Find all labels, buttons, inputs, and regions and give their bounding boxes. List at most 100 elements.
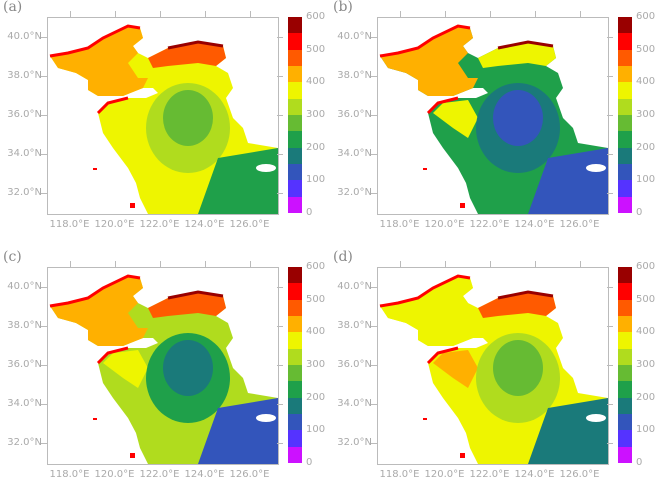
lat-tick <box>371 365 377 366</box>
lon-tick-label: 124.0°E <box>514 469 555 480</box>
colorbar-label: 200 <box>306 391 326 403</box>
lon-tick <box>579 261 581 267</box>
colorbar-label: 400 <box>636 76 656 88</box>
lat-tick <box>371 193 377 195</box>
colorbar <box>288 267 302 463</box>
lat-tick <box>277 36 283 38</box>
lon-tick <box>489 11 491 17</box>
lon-tick <box>579 11 581 17</box>
colorbar-label: 500 <box>636 293 656 305</box>
map-plot <box>377 267 609 465</box>
colorbar-label: 400 <box>636 326 656 338</box>
lon-tick <box>444 261 446 267</box>
lon-tick <box>399 261 401 267</box>
lat-tick <box>277 325 283 327</box>
lat-tick-label: 36.0°N <box>337 109 372 120</box>
colorbar-label: 300 <box>636 109 656 120</box>
lat-tick <box>41 193 47 195</box>
lat-tick <box>607 286 613 288</box>
lat-tick <box>371 404 377 406</box>
lat-tick-label: 36.0°N <box>7 109 42 120</box>
colorbar-label: 500 <box>306 43 326 55</box>
lat-tick <box>277 404 283 406</box>
lon-tick-label: 120.0°E <box>94 219 135 230</box>
lon-tick <box>444 11 446 17</box>
lat-tick-label: 32.0°N <box>7 187 42 199</box>
lat-tick <box>607 193 613 195</box>
lon-tick-label: 118.0°E <box>49 469 90 480</box>
lon-tick <box>159 11 161 17</box>
lon-tick-label: 124.0°E <box>514 219 555 230</box>
lon-tick-label: 122.0°E <box>469 219 510 230</box>
lon-tick-label: 118.0°E <box>379 219 420 230</box>
lat-tick-label: 36.0°N <box>7 359 42 370</box>
colorbar-label: 0 <box>306 207 313 218</box>
lat-tick <box>607 115 613 116</box>
colorbar-label: 200 <box>636 141 656 153</box>
map-panel-c: (c) 40.0°N 38.0°N 36.0°N 34.0°N 32.0°N 118.0°… <box>0 249 330 492</box>
colorbar-label: 100 <box>636 424 656 436</box>
lat-tick-label: 34.0°N <box>337 398 372 410</box>
lat-tick <box>607 443 613 445</box>
lat-tick <box>41 404 47 406</box>
panel-label: (b) <box>333 0 353 15</box>
lat-tick <box>277 115 283 116</box>
lat-tick-label: 34.0°N <box>337 148 372 160</box>
lat-tick <box>371 75 377 77</box>
colorbar-label: 100 <box>306 424 326 436</box>
lat-tick <box>41 365 47 366</box>
lat-tick-label: 38.0°N <box>7 319 42 331</box>
lon-tick-label: 122.0°E <box>469 469 510 480</box>
lat-tick-label: 34.0°N <box>7 148 42 160</box>
lat-tick <box>277 443 283 445</box>
lat-tick-label: 40.0°N <box>7 30 42 42</box>
colorbar-label: 300 <box>306 109 326 120</box>
lat-tick <box>607 365 613 366</box>
lon-tick-label: 126.0°E <box>229 469 270 480</box>
colorbar-label: 400 <box>306 76 326 88</box>
colorbar-label: 0 <box>636 457 643 468</box>
colorbar-label: 100 <box>306 174 326 186</box>
lat-tick <box>371 325 377 327</box>
lat-tick <box>277 154 283 156</box>
lon-tick <box>204 261 206 267</box>
lat-tick <box>607 36 613 38</box>
lon-tick-label: 126.0°E <box>229 219 270 230</box>
lat-tick <box>607 325 613 327</box>
lat-tick <box>607 75 613 77</box>
map-panel-d: (d) 40.0°N 38.0°N 36.0°N 34.0°N 32.0°N 118.0°… <box>330 249 660 492</box>
lat-tick <box>371 443 377 445</box>
lon-tick <box>114 11 116 17</box>
lat-tick <box>607 154 613 156</box>
panel-label: (c) <box>3 249 22 265</box>
lat-tick <box>41 325 47 327</box>
lat-tick <box>277 193 283 195</box>
lon-tick-label: 124.0°E <box>184 469 225 480</box>
lon-tick <box>249 11 251 17</box>
lat-tick <box>41 443 47 445</box>
colorbar <box>618 17 632 213</box>
lat-tick <box>41 286 47 288</box>
lat-tick <box>41 154 47 156</box>
map-plot <box>377 17 609 215</box>
lat-tick-label: 36.0°N <box>337 359 372 370</box>
map-plot <box>47 267 279 465</box>
lon-tick-label: 124.0°E <box>184 219 225 230</box>
colorbar-label: 200 <box>636 391 656 403</box>
lon-tick <box>534 11 536 17</box>
colorbar-label: 500 <box>306 293 326 305</box>
colorbar-label: 300 <box>306 359 326 370</box>
panel-label: (d) <box>333 249 353 265</box>
lon-tick-label: 118.0°E <box>49 219 90 230</box>
lat-tick-label: 38.0°N <box>337 69 372 81</box>
lon-tick <box>159 261 161 267</box>
colorbar-label: 400 <box>306 326 326 338</box>
lat-tick <box>371 286 377 288</box>
lat-tick <box>371 36 377 38</box>
lon-tick <box>249 261 251 267</box>
map-panel-a: (a) 40.0°N 38.0°N 36.0°N 34.0°N 32.0°N 118.0°… <box>0 0 330 242</box>
lon-tick-label: 122.0°E <box>139 469 180 480</box>
lat-tick <box>371 154 377 156</box>
colorbar-label: 600 <box>306 261 326 272</box>
colorbar-label: 0 <box>306 457 313 468</box>
